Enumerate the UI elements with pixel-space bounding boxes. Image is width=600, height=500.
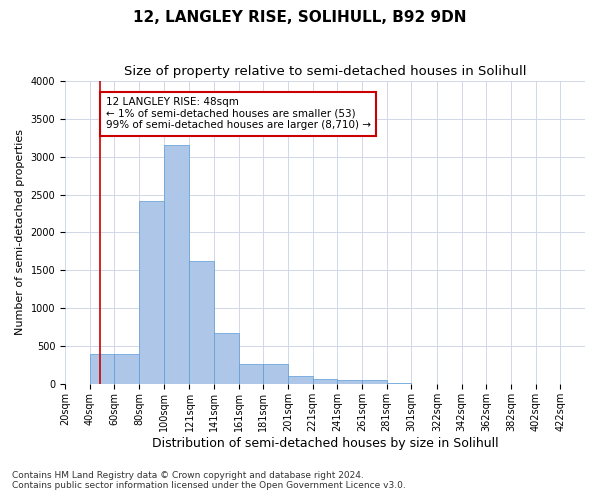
Title: Size of property relative to semi-detached houses in Solihull: Size of property relative to semi-detach…: [124, 65, 526, 78]
Bar: [214, 333, 239, 384]
Bar: [239, 364, 263, 384]
Bar: [190, 262, 214, 384]
X-axis label: Distribution of semi-detached houses by size in Solihull: Distribution of semi-detached houses by …: [152, 437, 499, 450]
Bar: [164, 145, 190, 384]
Bar: [89, 354, 115, 384]
Text: Contains HM Land Registry data © Crown copyright and database right 2024.
Contai: Contains HM Land Registry data © Crown c…: [12, 470, 406, 490]
Bar: [386, 383, 411, 384]
Text: 12 LANGLEY RISE: 48sqm
← 1% of semi-detached houses are smaller (53)
99% of semi: 12 LANGLEY RISE: 48sqm ← 1% of semi-deta…: [106, 98, 371, 130]
Bar: [362, 380, 386, 384]
Bar: [139, 200, 164, 384]
Text: 12, LANGLEY RISE, SOLIHULL, B92 9DN: 12, LANGLEY RISE, SOLIHULL, B92 9DN: [133, 10, 467, 25]
Y-axis label: Number of semi-detached properties: Number of semi-detached properties: [15, 130, 25, 336]
Bar: [337, 380, 362, 384]
Bar: [115, 354, 139, 384]
Bar: [313, 379, 337, 384]
Bar: [263, 364, 288, 384]
Bar: [288, 376, 313, 384]
